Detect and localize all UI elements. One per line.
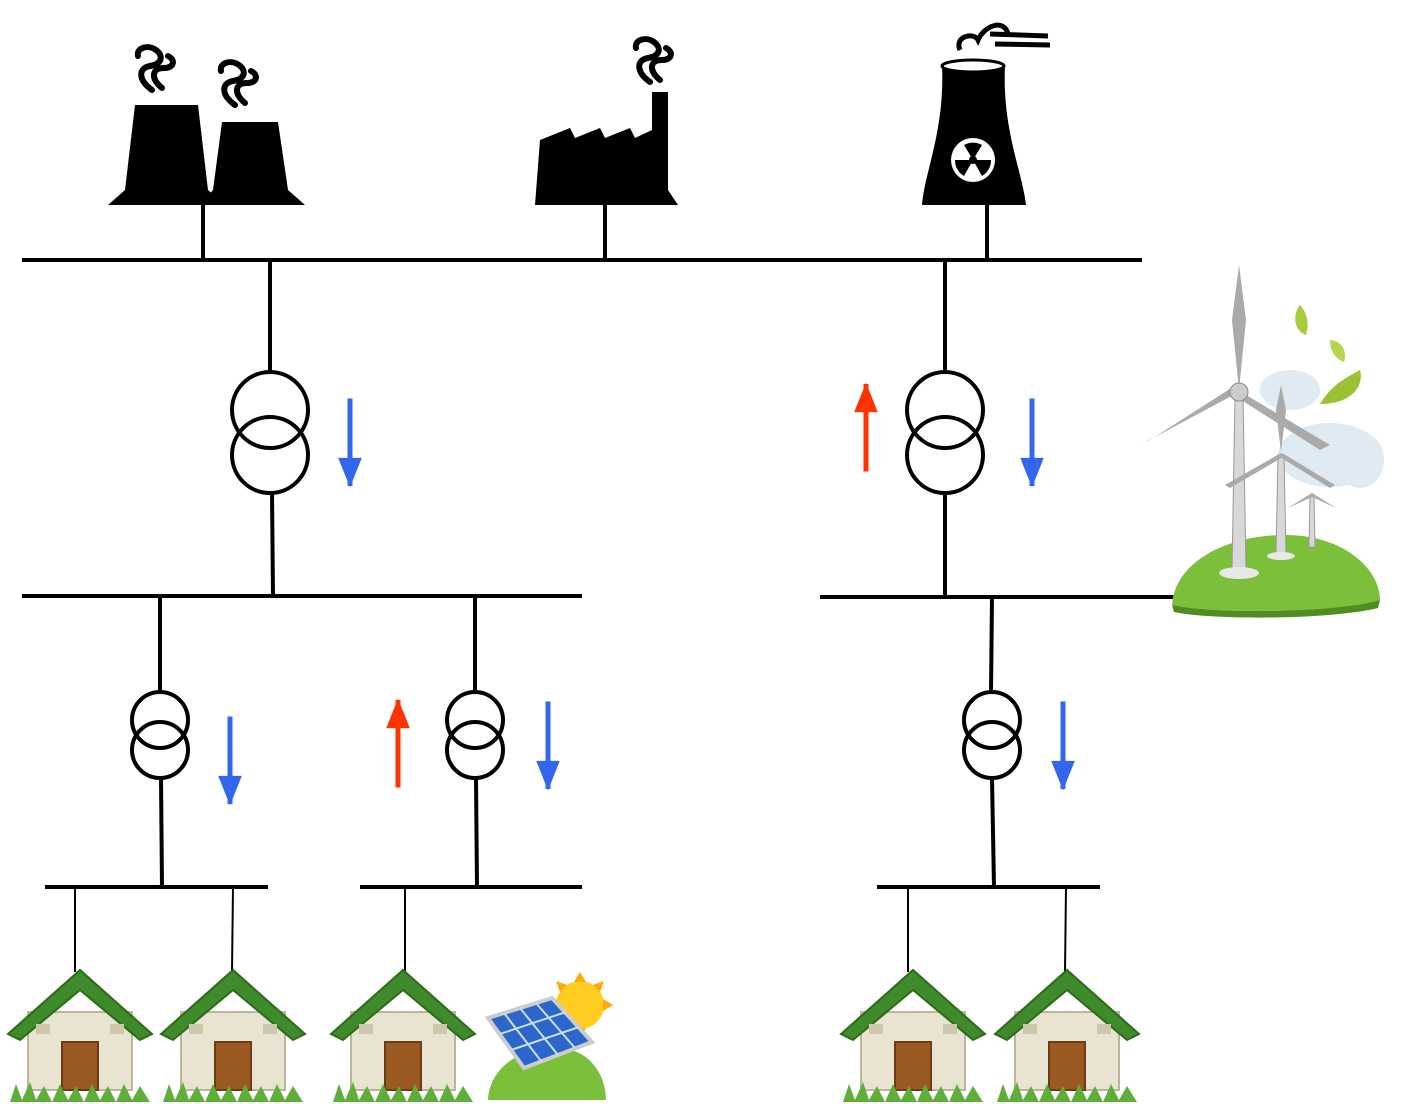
factory (535, 39, 678, 205)
coal-plant (108, 47, 305, 205)
solar-panel (484, 972, 613, 1100)
down-arrows (219, 399, 1074, 805)
transformers (130, 370, 1022, 780)
nuclear-plant (922, 22, 1051, 205)
wind-farm (1140, 265, 1384, 618)
wires (22, 205, 1178, 973)
